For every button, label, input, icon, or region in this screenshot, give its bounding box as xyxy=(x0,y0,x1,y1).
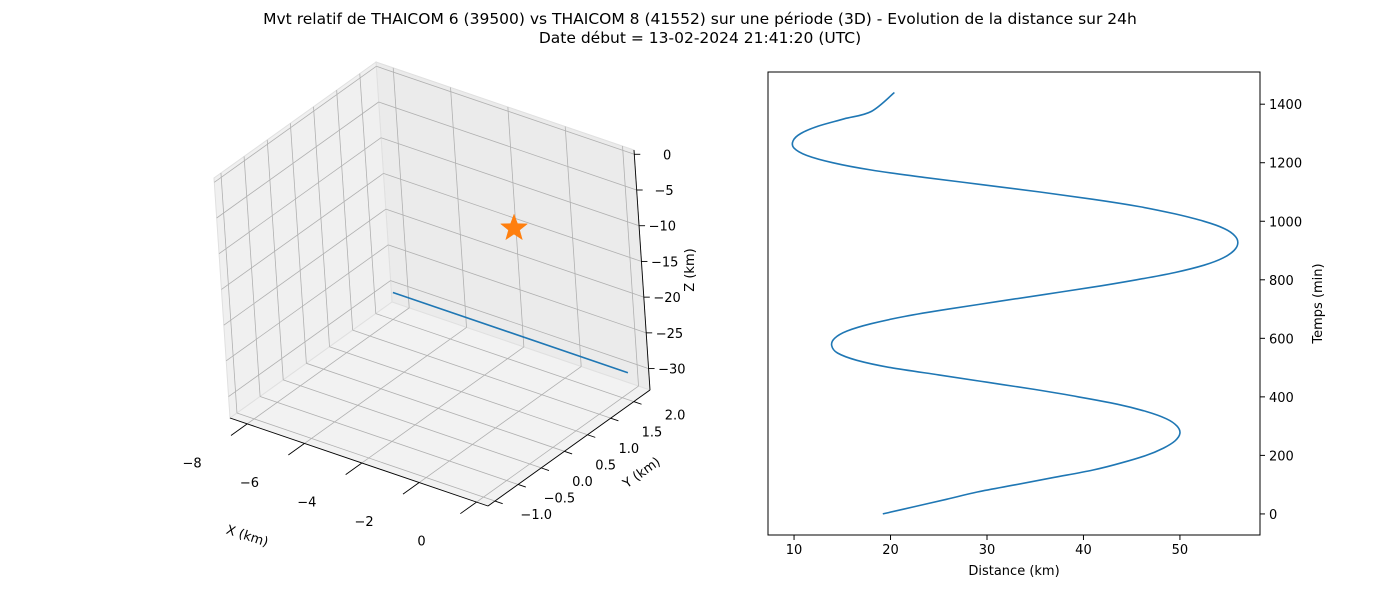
title-line-2: Date début = 13-02-2024 21:41:20 (UTC) xyxy=(538,29,862,47)
chart-2d: 10 20 30 40 50 0 200 400 600 800 1000 1200 1400 Dista… xyxy=(767,71,1326,579)
series-3d-line xyxy=(392,291,629,374)
x-tick xyxy=(230,423,248,436)
star-marker xyxy=(500,213,529,241)
grid-y-floor xyxy=(306,362,565,452)
z-tick-label: −25 xyxy=(656,327,683,342)
x-tick xyxy=(402,482,420,495)
grid-z-back xyxy=(383,173,642,262)
y-tick-label: 0 xyxy=(1269,508,1277,523)
grid-x-floor xyxy=(304,327,467,444)
x-tick xyxy=(288,443,305,456)
grid-z-left xyxy=(228,280,391,397)
grid-y-floor xyxy=(236,412,496,502)
y-tick-label: 1200 xyxy=(1269,157,1302,172)
chart-3d: −8−6−4−20−1.0−0.50.00.51.01.52.00−5−10−1… xyxy=(183,61,698,551)
distance-series-line xyxy=(791,91,1239,515)
y-tick-label: 2.0 xyxy=(665,409,686,424)
x-tick-label: 30 xyxy=(979,543,996,558)
y-axis-line xyxy=(487,389,651,507)
y-tick-label: 1.0 xyxy=(618,442,639,457)
grid-z-left xyxy=(216,101,379,219)
y-tick xyxy=(494,500,503,505)
z-tick-label: 0 xyxy=(663,148,671,163)
y-tick-label: 800 xyxy=(1269,274,1294,289)
grid-y-floor xyxy=(259,396,519,485)
grid-y-floor xyxy=(329,346,588,436)
y-tick-label: 0.0 xyxy=(572,475,593,490)
y-tick xyxy=(610,417,619,422)
x-tick xyxy=(345,462,363,475)
x-tick-label: −4 xyxy=(297,495,316,510)
grid-z-back xyxy=(376,65,635,155)
y-tick-label: 200 xyxy=(1269,449,1294,464)
z-tick-label: −5 xyxy=(654,184,673,199)
x-tick-label: 50 xyxy=(1172,543,1189,558)
y-axis-label: Temps (min) xyxy=(1311,263,1326,344)
y-tick-label: −1.0 xyxy=(520,508,552,523)
x-axis-line xyxy=(229,417,489,507)
grid-x-floor xyxy=(361,346,525,464)
z-axis-label: Z (km) xyxy=(683,248,698,291)
grid-z-back xyxy=(390,280,649,369)
grid-z-back xyxy=(378,101,637,191)
y-tick xyxy=(517,484,526,488)
y-tick xyxy=(541,467,550,471)
x-tick-label: −8 xyxy=(183,456,202,471)
x-axis-label: X (km) xyxy=(224,523,270,551)
grid-z-back xyxy=(388,244,647,334)
grid-z-back xyxy=(380,137,640,227)
x-tick-label: 0 xyxy=(417,535,425,550)
z-tick-label: −30 xyxy=(658,363,685,378)
z-tick-label: −20 xyxy=(653,291,680,306)
grid-z-left xyxy=(223,208,387,326)
x-tick-label: −6 xyxy=(240,476,259,491)
y-tick-label: 1.5 xyxy=(642,425,663,440)
grid-z-back xyxy=(385,208,644,298)
z-tick-label: −10 xyxy=(649,220,676,235)
x-tick-label: 40 xyxy=(1075,543,1092,558)
y-tick xyxy=(587,434,596,438)
x-tick xyxy=(460,501,477,515)
y-tick-label: 600 xyxy=(1269,332,1294,347)
y-tick xyxy=(633,401,642,405)
y-axis-label: Y (km) xyxy=(620,455,664,493)
title-line-1: Mvt relatif de THAICOM 6 (39500) vs THAI… xyxy=(263,10,1137,28)
plot-frame xyxy=(767,71,1261,536)
z-tick-label: −15 xyxy=(651,255,678,270)
grid-x-floor xyxy=(418,366,582,483)
grid-y-floor xyxy=(375,313,634,402)
x-tick-label: −2 xyxy=(355,515,374,530)
grid-z-left xyxy=(221,173,384,290)
y-tick-label: 1000 xyxy=(1269,215,1302,230)
grid-x-floor xyxy=(246,307,410,425)
y-tick xyxy=(564,450,573,455)
grid-z-left xyxy=(218,137,382,255)
grid-z-left xyxy=(225,244,389,362)
x-axis-label: Distance (km) xyxy=(968,564,1059,579)
y-tick-label: 400 xyxy=(1269,391,1294,406)
x-tick-label: 10 xyxy=(786,543,803,558)
y-tick-label: 0.5 xyxy=(595,458,616,473)
grid-x-floor xyxy=(476,385,639,503)
grid-y-floor xyxy=(283,379,542,469)
y-tick-label: −0.5 xyxy=(544,492,576,507)
y-tick-label: 1400 xyxy=(1269,98,1302,113)
grid-y-floor xyxy=(352,329,611,419)
x-tick-label: 20 xyxy=(882,543,899,558)
figure-title: Mvt relatif de THAICOM 6 (39500) vs THAI… xyxy=(0,10,1400,48)
grid-z-left xyxy=(214,65,377,183)
